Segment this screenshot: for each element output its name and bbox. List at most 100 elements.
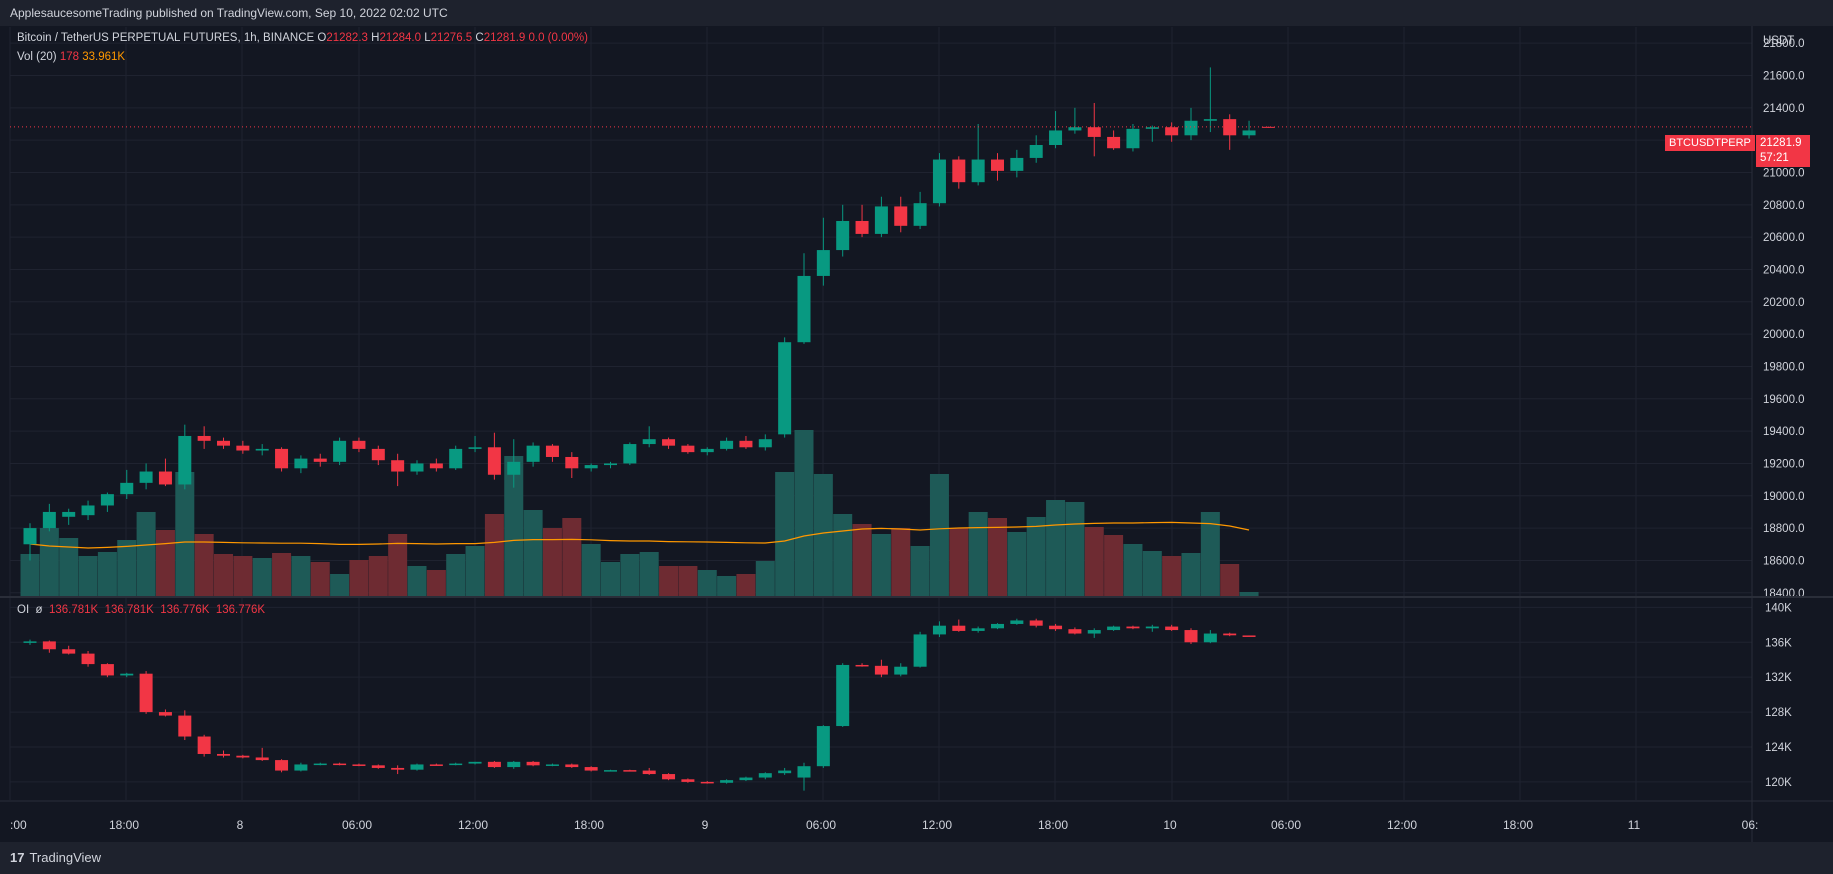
oi-label: OI: [17, 604, 30, 616]
volume-bar: [871, 534, 891, 596]
volume-bar: [562, 518, 582, 596]
oi-candle-body: [100, 664, 114, 676]
volume-bar: [1046, 500, 1066, 596]
oi-candle-body: [468, 761, 482, 764]
oi-candle-body: [778, 770, 792, 774]
volume-bar: [388, 534, 408, 596]
candle-body: [236, 445, 250, 451]
candle-body: [1165, 127, 1179, 136]
volume-value: 178: [59, 51, 80, 63]
volume-bar: [1239, 592, 1259, 596]
candle-body: [81, 505, 95, 516]
candle-body: [932, 159, 946, 204]
published-banner: ApplesaucesomeTrading published on Tradi…: [0, 0, 1833, 26]
volume-bar: [349, 560, 369, 596]
volume-bar: [949, 528, 969, 596]
volume-bar: [1220, 564, 1240, 596]
ohlc-low-value: 21276.5: [430, 32, 473, 44]
volume-legend: Vol (20) 178 33.961K: [17, 51, 125, 63]
oi-candle-body: [333, 763, 347, 766]
candle-body: [894, 206, 908, 226]
candle-body: [584, 465, 598, 469]
candle-body: [1068, 127, 1082, 131]
candle-body: [526, 445, 540, 462]
candle-body: [1087, 127, 1101, 137]
oi-tick-label: 132K: [1765, 672, 1792, 684]
candle-body: [352, 440, 366, 449]
tradingview-brand[interactable]: 17 TradingView: [10, 850, 101, 865]
candle-body: [1049, 130, 1063, 146]
oi-candle-body: [139, 673, 153, 713]
volume-bar: [272, 553, 292, 596]
price-tick-label: 21800.0: [1763, 38, 1805, 50]
volume-bar: [1007, 532, 1027, 596]
tradingview-brand-name: TradingView: [29, 850, 102, 865]
oi-candle-body: [81, 653, 95, 665]
volume-bar: [852, 524, 872, 596]
oi-candle-body: [642, 770, 656, 775]
volume-bar: [78, 556, 98, 596]
time-tick-label: :00: [10, 818, 27, 832]
time-tick-label: 06:: [1742, 818, 1759, 832]
time-tick-label: 12:00: [1387, 818, 1417, 832]
oi-candle-body: [681, 779, 695, 782]
oi-candle-body: [816, 726, 830, 767]
candle-body: [545, 445, 559, 457]
volume-bar: [813, 474, 833, 596]
volume-bar: [929, 474, 949, 596]
volume-bar: [97, 552, 117, 596]
oi-candle-body: [120, 673, 134, 676]
oi-candle-body: [1223, 633, 1237, 636]
time-tick-label: 10: [1163, 818, 1177, 832]
oi-candle-body: [584, 767, 598, 771]
candle-body: [468, 447, 482, 449]
volume-bar: [175, 472, 195, 596]
oi-candle-body: [391, 767, 405, 770]
oi-candle-body: [158, 712, 172, 716]
candle-body: [1223, 119, 1237, 136]
volume-bar: [542, 528, 562, 596]
candle-body: [333, 440, 347, 462]
candle-body: [158, 471, 172, 485]
oi-candle-body: [1029, 620, 1043, 626]
oi-candle-body: [42, 641, 56, 650]
oi-candle-body: [217, 753, 230, 756]
volume-bar: [988, 518, 1007, 596]
candle-body: [1261, 126, 1275, 128]
time-tick-label: 18:00: [1038, 818, 1068, 832]
oi-candle-body: [1165, 626, 1179, 631]
candle-body: [700, 448, 714, 453]
candle-body: [139, 471, 153, 483]
candle-body: [178, 435, 192, 485]
candle-body: [913, 203, 927, 226]
time-tick-label: 18:00: [574, 818, 604, 832]
price-tick-label: 20000.0: [1763, 329, 1805, 341]
oi-candle-body: [720, 780, 734, 783]
ohlc-change: 0.0 (0.00%): [528, 32, 588, 44]
price-tick-label: 20800.0: [1763, 200, 1805, 212]
candle-body: [429, 463, 443, 469]
price-tick-label: 20600.0: [1763, 232, 1805, 244]
volume-bar: [136, 512, 156, 596]
footer-bar: 17 TradingView: [0, 842, 1833, 874]
oi-tick-label: 140K: [1765, 602, 1792, 614]
oi-candle-body: [197, 736, 211, 754]
oi-tick-label: 124K: [1765, 742, 1792, 754]
last-price-value: 21281.9: [1760, 137, 1802, 149]
candle-body: [42, 511, 56, 529]
oi-candle-body: [410, 764, 424, 770]
oi-candle-body: [1068, 629, 1082, 634]
oi-candle-body: [952, 625, 966, 631]
ohlc-open-label: O: [317, 32, 327, 44]
oi-candle-body: [313, 763, 327, 766]
candle-body: [371, 448, 385, 461]
candle-body: [23, 528, 37, 545]
volume-bar: [1026, 517, 1046, 596]
time-tick-label: 06:00: [342, 818, 372, 832]
time-tick-label: 06:00: [1271, 818, 1301, 832]
candle-body: [120, 482, 134, 495]
volume-bar: [910, 546, 930, 596]
oi-candle-body: [294, 764, 308, 771]
time-tick-label: 18:00: [1503, 818, 1533, 832]
